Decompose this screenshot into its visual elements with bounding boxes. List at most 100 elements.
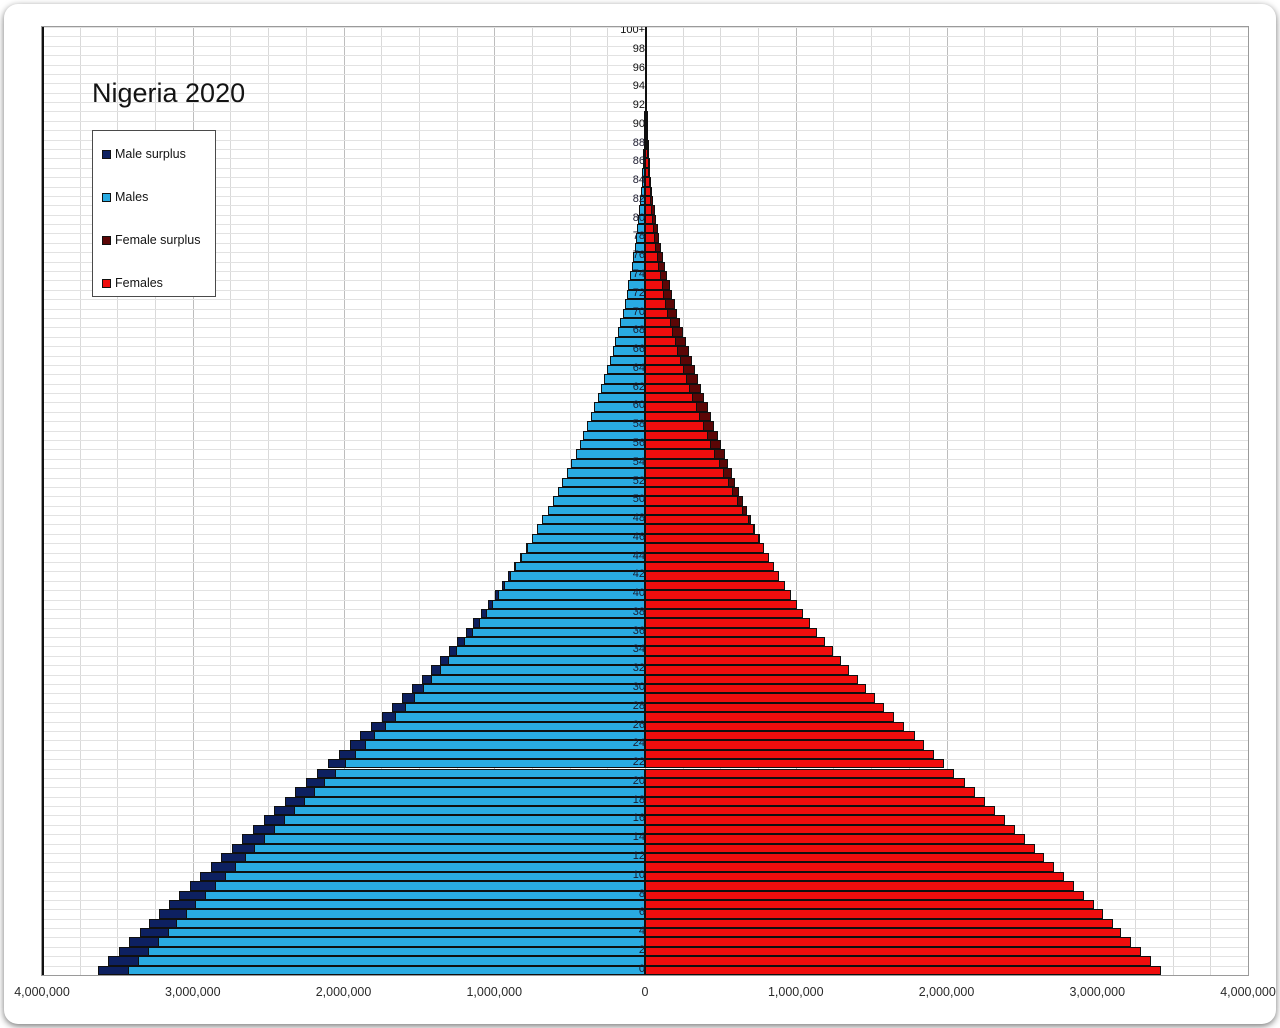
- gridline-minor: [418, 27, 420, 975]
- age-tick-label: 50: [632, 493, 645, 506]
- bar-male-surplus: [488, 599, 494, 609]
- bar-female-surplus: [723, 468, 732, 478]
- bar-male-surplus: [274, 806, 296, 816]
- age-band: [42, 674, 1248, 685]
- age-band: [42, 271, 1248, 281]
- bar-male-surplus: [338, 749, 356, 760]
- bar-male-surplus: [349, 740, 366, 750]
- age-tick-label: 100+: [620, 26, 645, 36]
- age-tick-label: 72: [632, 286, 645, 299]
- age-band: [42, 214, 1248, 225]
- age-band: [42, 899, 1248, 910]
- bar-male-surplus: [412, 684, 424, 694]
- age-band: [42, 655, 1248, 666]
- bar-female-surplus: [718, 458, 729, 469]
- gridline-minor: [531, 27, 533, 975]
- x-axis-tick-label: 0: [641, 985, 649, 999]
- bar-female-surplus: [758, 533, 761, 544]
- bar-female: [645, 890, 1085, 900]
- bar-male: [640, 186, 645, 196]
- age-band: [42, 524, 1248, 534]
- bar-male: [566, 468, 645, 478]
- center-axis: [42, 27, 44, 975]
- plot-area: 0 2 4 6 8 10 12 14 16 18 20 22 24 26 28 30 32 34 36 38 40 42 4…: [41, 26, 1249, 976]
- bar-female: [645, 552, 769, 562]
- age-band: [42, 824, 1248, 835]
- age-band: [42, 439, 1248, 450]
- bar-male-surplus: [328, 759, 347, 769]
- age-band: [42, 195, 1248, 206]
- age-band: [42, 393, 1248, 403]
- age-band: [42, 449, 1248, 459]
- bar-female-surplus: [645, 45, 648, 56]
- bar-female-surplus: [645, 55, 648, 65]
- bar-female: [645, 740, 925, 750]
- bar-male-surplus: [514, 562, 517, 572]
- x-axis-tick-label: 3,000,000: [1069, 985, 1126, 999]
- age-band: [42, 684, 1248, 694]
- bar-female-surplus: [650, 195, 654, 206]
- bar-female-surplus: [651, 205, 655, 215]
- bar-male: [537, 524, 645, 534]
- age-band: [42, 458, 1248, 469]
- bar-male: [612, 346, 645, 356]
- bar-male: [557, 486, 645, 497]
- age-tick-label: 16: [632, 812, 645, 825]
- age-tick-label: 70: [632, 305, 645, 318]
- age-tick-label: 78: [632, 230, 645, 243]
- age-band: [42, 139, 1248, 149]
- bar-female-surplus: [706, 430, 718, 440]
- age-band: [42, 242, 1248, 253]
- bar-male: [547, 505, 645, 516]
- age-band: [42, 608, 1248, 619]
- age-band: [42, 177, 1248, 187]
- bar-female-surplus: [645, 120, 648, 131]
- age-band: [42, 92, 1248, 103]
- bar-female-surplus: [727, 477, 736, 487]
- bar-male: [633, 252, 645, 262]
- gridline-major: [343, 27, 345, 975]
- bar-male: [600, 383, 645, 394]
- bar-male: [635, 233, 645, 243]
- age-tick-label: 34: [632, 643, 645, 656]
- age-band: [42, 261, 1248, 272]
- age-tick-label: 42: [632, 568, 645, 581]
- age-band: [42, 909, 1248, 919]
- bar-female-surplus: [645, 83, 648, 93]
- bar-female: [645, 862, 1055, 872]
- bar-female-surplus: [656, 252, 664, 262]
- age-band: [42, 149, 1248, 159]
- gridline-minor: [305, 27, 307, 975]
- bar-female-surplus: [714, 449, 725, 459]
- age-tick-label: 0: [638, 962, 645, 975]
- legend-item[interactable]: Males: [102, 190, 148, 204]
- bar-female: [645, 852, 1045, 863]
- age-band: [42, 834, 1248, 844]
- bar-female-surplus: [667, 308, 678, 318]
- bar-female: [645, 684, 867, 694]
- age-band: [42, 73, 1248, 84]
- bar-female: [645, 674, 858, 685]
- age-band: [42, 102, 1248, 112]
- bar-male-surplus: [263, 815, 286, 825]
- age-band: [42, 308, 1248, 318]
- age-tick-label: 44: [632, 549, 645, 562]
- bar-female: [645, 712, 895, 722]
- legend-item[interactable]: Female surplus: [102, 233, 200, 247]
- bar-male: [634, 242, 645, 253]
- age-band: [42, 430, 1248, 440]
- bar-female-surplus: [695, 402, 708, 412]
- age-band: [42, 787, 1248, 797]
- bar-male-surplus: [402, 693, 415, 703]
- bar-female: [645, 956, 1152, 966]
- age-band: [42, 120, 1248, 131]
- bar-male: [622, 308, 645, 318]
- age-band: [42, 843, 1248, 853]
- age-band: [42, 965, 1248, 975]
- bar-female-surplus: [647, 158, 650, 168]
- legend-item[interactable]: Male surplus: [102, 147, 186, 161]
- x-axis-tick-label: 1,000,000: [466, 985, 523, 999]
- bar-female: [645, 871, 1065, 882]
- age-band: [42, 552, 1248, 562]
- legend-item[interactable]: Females: [102, 276, 163, 290]
